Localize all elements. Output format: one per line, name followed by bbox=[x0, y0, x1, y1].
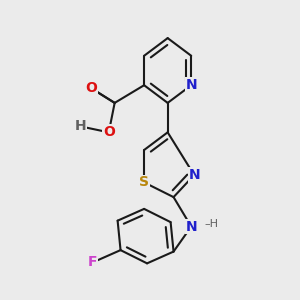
Text: N: N bbox=[185, 78, 197, 92]
Text: –H: –H bbox=[205, 219, 218, 229]
Text: O: O bbox=[85, 81, 97, 95]
Text: O: O bbox=[103, 125, 115, 139]
Text: N: N bbox=[188, 168, 200, 182]
Text: N: N bbox=[185, 220, 197, 234]
Text: F: F bbox=[88, 256, 97, 269]
Text: H: H bbox=[75, 119, 87, 134]
Text: S: S bbox=[139, 176, 149, 189]
